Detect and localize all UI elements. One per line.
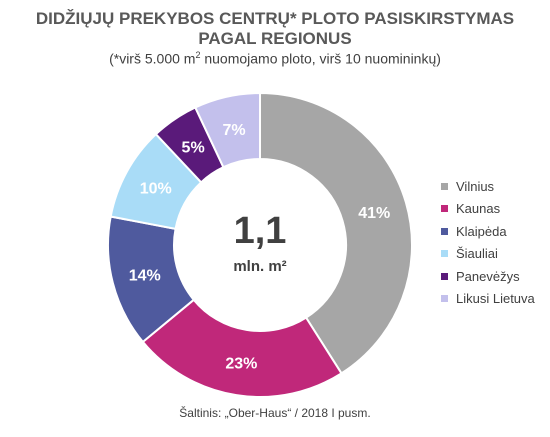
legend-item: Kaunas [441, 198, 535, 221]
chart-title-line-2: PAGAL REGIONUS [198, 29, 352, 48]
legend-swatch [441, 295, 448, 303]
slice-value-label: 10% [140, 181, 172, 198]
legend-swatch [441, 250, 448, 258]
subtitle-text-end: nuomojamo ploto, virš 10 nuomininkų) [200, 50, 441, 67]
donut-slices [107, 91, 413, 398]
donut-slice-labels: 41% 23% 14% 10% 5% 7% [129, 122, 391, 373]
legend-swatch [441, 227, 448, 235]
chart-legend: Vilnius Kaunas Klaipėda Šiauliai Panevėžys Li… [441, 175, 535, 310]
legend-swatch [441, 272, 448, 280]
donut-slice [259, 91, 413, 375]
chart-title-line-1: DIDŽIŲJŲ PREKYBOS CENTRŲ* PLOTO PASISKIR… [35, 9, 515, 28]
legend-item: Likusi Lietuva [441, 288, 535, 311]
legend-label: Klaipėda [456, 223, 507, 239]
center-total-value: 1,1 [234, 210, 287, 252]
source-note: Šaltinis: „Ober-Haus“ / 2018 I pusm. [179, 406, 371, 420]
subtitle-text-start: (*virš 5.000 m [109, 50, 196, 67]
subtitle-superscript: 2 [195, 50, 201, 60]
legend-item: Panevėžys [441, 265, 535, 288]
slice-value-label: 41% [358, 205, 390, 222]
donut-slice [141, 298, 343, 398]
legend-item: Šiauliai [441, 243, 535, 266]
chart-subtitle: (*virš 5.000 m2 nuomojamo ploto, virš 10… [0, 50, 550, 67]
legend-swatch [441, 205, 448, 213]
legend-item: Klaipėda [441, 220, 535, 243]
center-total-unit: mln. m² [233, 258, 286, 275]
donut-slice [193, 91, 261, 169]
slice-value-label: 14% [129, 268, 161, 285]
legend-label: Likusi Lietuva [456, 291, 535, 307]
slice-value-label: 5% [182, 140, 205, 157]
legend-item: Vilnius [441, 175, 535, 198]
legend-label: Kaunas [456, 201, 501, 217]
legend-label: Panevėžys [456, 268, 520, 284]
legend-label: Vilnius [456, 178, 495, 194]
slice-value-label: 7% [222, 122, 245, 139]
legend-swatch [441, 182, 448, 190]
slice-value-label: 23% [225, 356, 257, 373]
legend-label: Šiauliai [456, 246, 498, 262]
